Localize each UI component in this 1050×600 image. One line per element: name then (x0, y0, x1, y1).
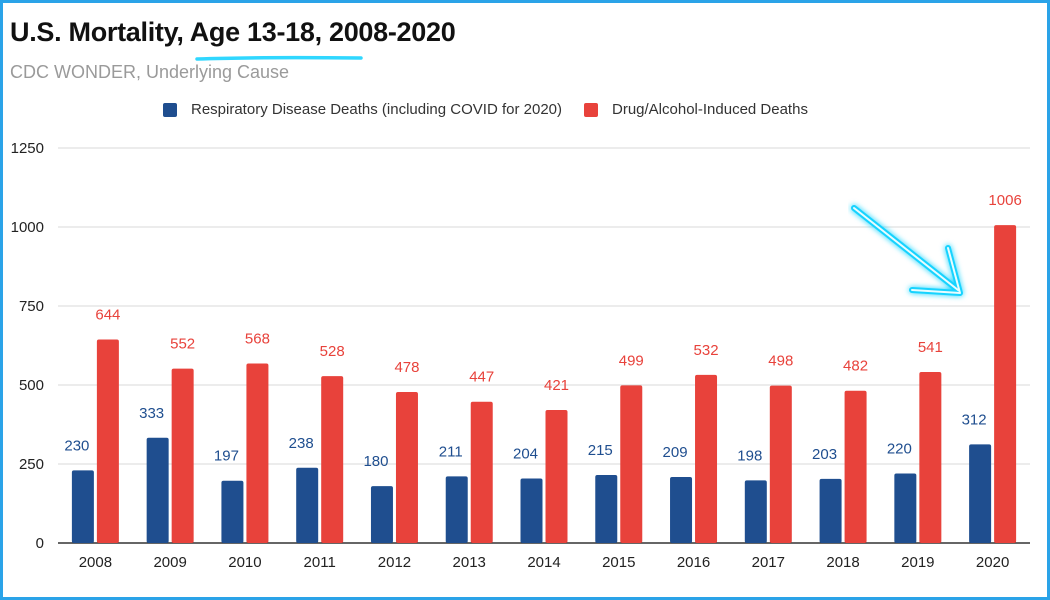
data-label-drug: 552 (170, 336, 195, 353)
data-label-respiratory: 180 (363, 453, 388, 470)
bar-drug (994, 225, 1017, 543)
x-tick-label: 2009 (153, 554, 186, 571)
bar-respiratory (445, 476, 468, 543)
bar-respiratory (520, 478, 543, 543)
data-label-respiratory: 204 (513, 446, 538, 463)
cyan-underline-icon (195, 55, 363, 61)
data-label-respiratory: 209 (663, 444, 688, 461)
data-label-respiratory: 230 (64, 437, 89, 454)
legend-swatch-respiratory (163, 102, 177, 117)
bar-respiratory (296, 467, 319, 543)
data-label-drug: 482 (843, 358, 868, 375)
bar-drug (769, 385, 792, 543)
y-tick-label: 750 (19, 298, 44, 315)
x-tick-label: 2008 (79, 554, 112, 571)
data-label-drug: 498 (768, 353, 793, 370)
data-label-drug: 532 (694, 342, 719, 359)
bar-drug (844, 390, 867, 543)
data-label-drug: 644 (95, 306, 120, 323)
x-tick-label: 2018 (826, 554, 859, 571)
bar-drug (470, 401, 493, 543)
bar-respiratory (595, 475, 618, 543)
x-tick-label: 2019 (901, 554, 934, 571)
bar-drug (620, 385, 643, 543)
data-label-respiratory: 211 (439, 443, 463, 460)
bar-drug (171, 368, 194, 543)
y-tick-label: 0 (36, 535, 44, 552)
legend-label-drug: Drug/Alcohol-Induced Deaths (612, 101, 808, 118)
chart-title: U.S. Mortality, Age 13-18, 2008-2020 (10, 17, 456, 47)
y-tick-label: 1250 (11, 140, 44, 157)
y-tick-label: 500 (19, 377, 44, 394)
x-tick-label: 2016 (677, 554, 710, 571)
x-tick-label: 2010 (228, 554, 261, 571)
cyan-arrow-icon (851, 205, 963, 296)
x-tick-label: 2014 (527, 554, 560, 571)
bar-respiratory (819, 478, 842, 543)
data-label-drug: 568 (245, 331, 270, 348)
data-label-drug: 421 (544, 377, 569, 394)
data-label-respiratory: 333 (139, 405, 164, 422)
data-label-drug: 1006 (988, 192, 1021, 209)
bar-drug (321, 376, 344, 543)
data-label-drug: 541 (918, 339, 943, 356)
bar-respiratory (670, 476, 693, 543)
data-label-respiratory: 215 (588, 442, 613, 459)
data-label-respiratory: 203 (812, 446, 837, 463)
data-label-respiratory: 198 (737, 447, 762, 464)
data-label-drug: 528 (320, 343, 345, 360)
bar-drug (96, 339, 119, 543)
data-label-respiratory: 220 (887, 440, 912, 457)
bar-respiratory (370, 486, 393, 543)
bar-drug (246, 363, 269, 543)
legend-item-drug: Drug/Alcohol-Induced Deaths (584, 101, 808, 118)
legend-swatch-drug (584, 102, 598, 117)
y-tick-label: 250 (19, 456, 44, 473)
x-tick-label: 2015 (602, 554, 635, 571)
x-tick-label: 2013 (453, 554, 486, 571)
bar-respiratory (744, 480, 767, 543)
bar-drug (695, 374, 718, 543)
bar-respiratory (71, 470, 94, 543)
legend-label-respiratory: Respiratory Disease Deaths (including CO… (191, 101, 562, 118)
data-label-respiratory: 238 (289, 435, 314, 452)
x-tick-label: 2017 (752, 554, 785, 571)
legend-item-respiratory: Respiratory Disease Deaths (including CO… (163, 101, 562, 118)
x-tick-label: 2011 (304, 554, 336, 571)
data-label-drug: 499 (619, 352, 644, 369)
y-tick-label: 1000 (11, 219, 44, 236)
bar-drug (919, 372, 942, 543)
chart-subtitle: CDC WONDER, Underlying Cause (10, 62, 290, 82)
chart-legend: Respiratory Disease Deaths (including CO… (163, 101, 830, 118)
data-label-drug: 447 (469, 369, 494, 386)
data-label-respiratory: 197 (214, 448, 239, 465)
x-tick-label: 2012 (378, 554, 411, 571)
bar-respiratory (146, 437, 169, 543)
bar-drug (545, 409, 568, 543)
bar-drug (395, 391, 418, 543)
bar-respiratory (969, 444, 992, 543)
bar-respiratory (221, 480, 244, 543)
bar-respiratory (894, 473, 917, 543)
data-label-respiratory: 312 (962, 411, 987, 428)
data-label-drug: 478 (394, 359, 419, 376)
x-tick-label: 2020 (976, 554, 1009, 571)
